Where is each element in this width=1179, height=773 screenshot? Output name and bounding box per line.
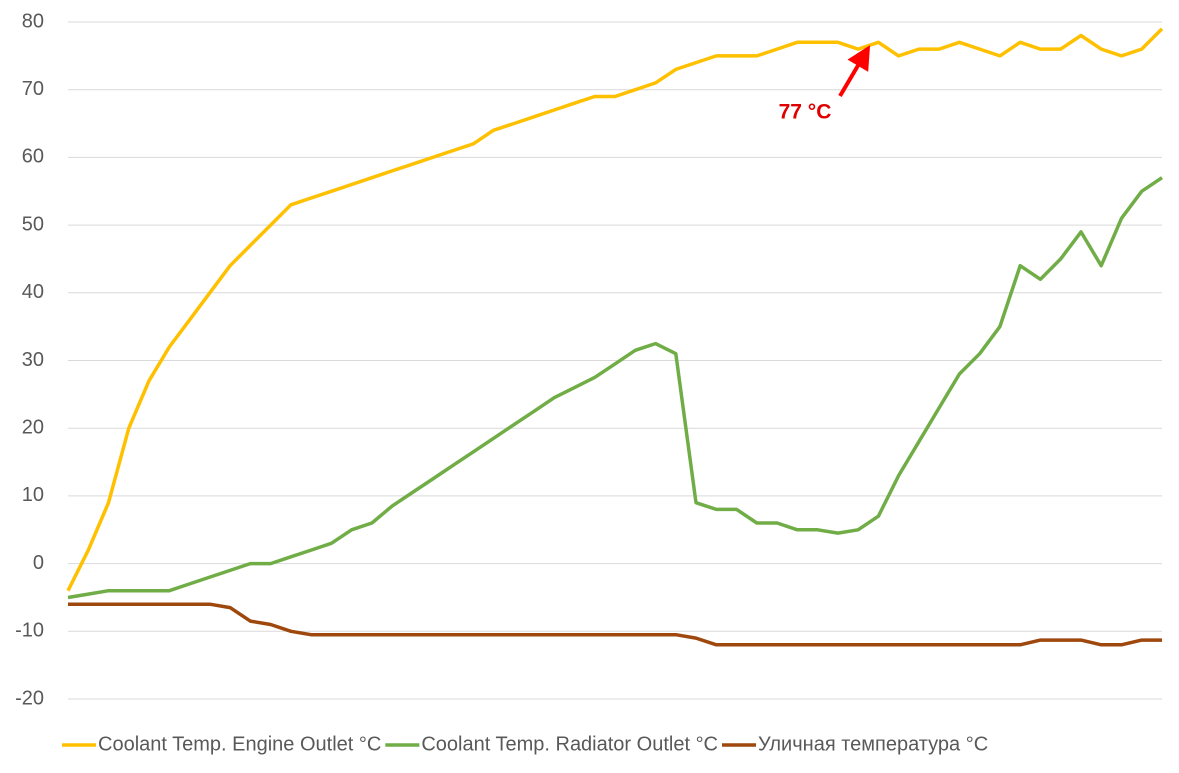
legend-label: Уличная температура °C bbox=[758, 733, 988, 755]
y-tick-label: 80 bbox=[22, 10, 44, 32]
series-line bbox=[68, 602, 1162, 647]
series-line bbox=[66, 27, 1164, 592]
y-tick-label: -10 bbox=[15, 620, 44, 642]
y-tick-label: 10 bbox=[22, 484, 44, 506]
y-tick-label: 50 bbox=[22, 213, 44, 235]
y-tick-label: -20 bbox=[15, 687, 44, 709]
y-tick-label: 40 bbox=[22, 281, 44, 303]
annotation-arrow bbox=[838, 45, 871, 98]
y-tick-label: 0 bbox=[33, 552, 44, 574]
legend-label: Coolant Temp. Engine Outlet °C bbox=[98, 733, 381, 755]
legend-label: Coolant Temp. Radiator Outlet °C bbox=[421, 733, 718, 755]
annotation: 77 °C bbox=[779, 101, 832, 124]
plot: -20 -10 0 10 20 30 40 50 60 70 80 Coolant Temp. Eng… bbox=[15, 10, 1164, 755]
series-line bbox=[67, 176, 1163, 600]
y-tick-label: 30 bbox=[22, 349, 44, 371]
y-tick-label: 20 bbox=[22, 416, 44, 438]
y-tick-label: 60 bbox=[22, 146, 44, 168]
y-tick-label: 70 bbox=[22, 78, 44, 100]
